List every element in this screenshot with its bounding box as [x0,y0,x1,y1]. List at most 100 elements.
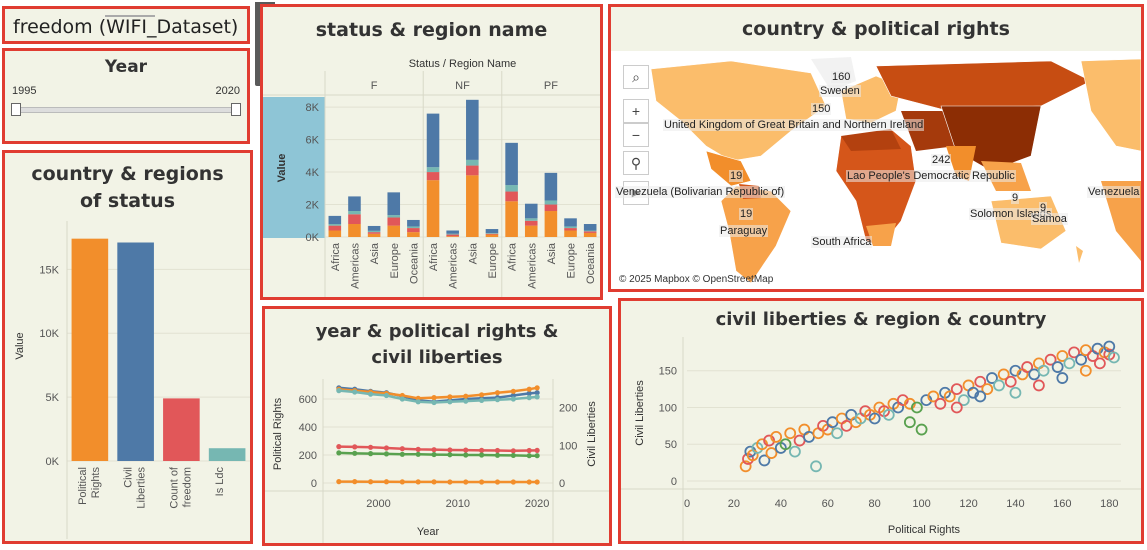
x-tick-label: 2010 [446,498,470,510]
x-tick-label: freedom [181,467,193,507]
series-line [338,389,538,404]
series-point [367,391,374,397]
bar-segment [544,211,558,237]
x-tick-label: Americas [526,243,538,289]
bar-segment [407,219,420,227]
series-point [352,479,358,485]
series-point [431,395,437,401]
series-point [494,479,501,485]
bar-segment [505,191,518,202]
series-point [447,399,453,405]
scatter-point [739,460,752,473]
scatter-point [950,383,963,396]
map-search-icon[interactable]: ⌕ [623,65,649,89]
bar-segment [583,232,597,237]
series-point [534,479,540,485]
x-axis-label: Year [417,526,440,538]
scatter-point [920,394,933,407]
bar-segment [466,159,479,166]
series-line [338,386,538,400]
bar-segment [446,233,459,235]
bar-segment [544,172,558,201]
map-label-paraguay: Paraguay [719,225,769,237]
drag-handle[interactable] [105,9,155,17]
series-point [494,390,501,396]
series-point [463,479,469,485]
year-slider-handle-min[interactable] [11,103,21,116]
scatter-point [950,401,963,414]
scatter-point [779,438,792,451]
map-zoom-in-icon[interactable]: + [623,99,649,123]
scatter-point [1032,379,1045,392]
map-label-number: 150 [811,103,832,115]
scatter-point [896,394,909,407]
scatter-point [763,434,776,447]
bar [71,238,109,461]
bar [117,242,154,461]
x-tick-label: 80 [869,498,881,510]
series-point [415,451,421,457]
scatter-point [770,430,783,443]
bar-segment [348,211,361,215]
x-tick-label: Political [77,467,89,505]
scatter-point [810,460,822,473]
scatter-point [986,372,998,384]
year-slider-handle-max[interactable] [231,103,241,116]
y-left-tick-label: 400 [299,422,317,434]
map-north-america-right [1080,58,1141,152]
year-slider-track[interactable] [15,107,237,113]
bar-segment [466,175,479,237]
bar-segment [348,224,361,237]
bar-segment [426,113,440,168]
scatter-point [831,427,844,440]
map-label-number: 160 [831,71,852,83]
bar-segment [564,228,577,231]
bar-segment [387,215,401,218]
scatter-point [974,390,987,403]
x-tick-label: Liberties [136,467,148,509]
bar-segment [466,99,479,160]
map-new-zealand [1076,246,1083,263]
y-tick-label: 0K [306,232,320,244]
map-pin-icon[interactable]: ⚲ [623,151,649,175]
map-label-samoa: Samoa [1031,213,1068,225]
dashboard-title-panel: freedom (WIFI_Dataset) [2,6,250,44]
bar-segment [544,204,558,212]
scatter-point [1004,375,1017,388]
bar-segment [524,218,538,221]
x-tick-label: Americas [349,243,361,289]
y-axis-label: Civil Liberties [634,380,646,446]
series-point [415,399,421,405]
y-tick-label: 100 [659,402,677,414]
bar-segment [446,234,459,237]
x-tick-label: Europe [487,243,499,278]
map-label-uk: United Kingdom of Great Britain and Nort… [663,119,925,131]
x-tick-label: Rights [90,467,102,499]
y-right-tick-label: 100 [559,440,577,452]
x-tick-label: 2020 [525,498,549,510]
bar-segment [328,224,342,226]
series-point [494,447,501,454]
scatter-point [993,379,1005,392]
scatter-point [1044,353,1057,366]
x-tick-label: Africa [507,242,519,271]
series-line [338,445,538,453]
civil-scatter-title: civil liberties & region & country [715,309,1047,330]
year-rights-chart: Political Rights Civil Liberties 600 400 200… [265,379,609,543]
bar-segment [505,201,518,237]
x-tick-label: 160 [1053,498,1071,510]
series-point [383,451,390,457]
scatter-point [997,368,1010,381]
series-point [415,446,421,452]
map-zoom-out-icon[interactable]: − [623,123,649,147]
map-label-venezuela-left: Venezuela (Bolivarian Republic of) [615,186,786,198]
series-point [510,388,516,394]
series-point [415,479,421,485]
x-tick-label: 60 [822,498,834,510]
bar-segment [367,225,381,231]
bar-segment [446,230,459,234]
x-tick-label: Europe [389,243,401,278]
map-label-number: 242 [931,154,952,166]
bar-segment [485,233,499,235]
series-point [526,386,532,392]
